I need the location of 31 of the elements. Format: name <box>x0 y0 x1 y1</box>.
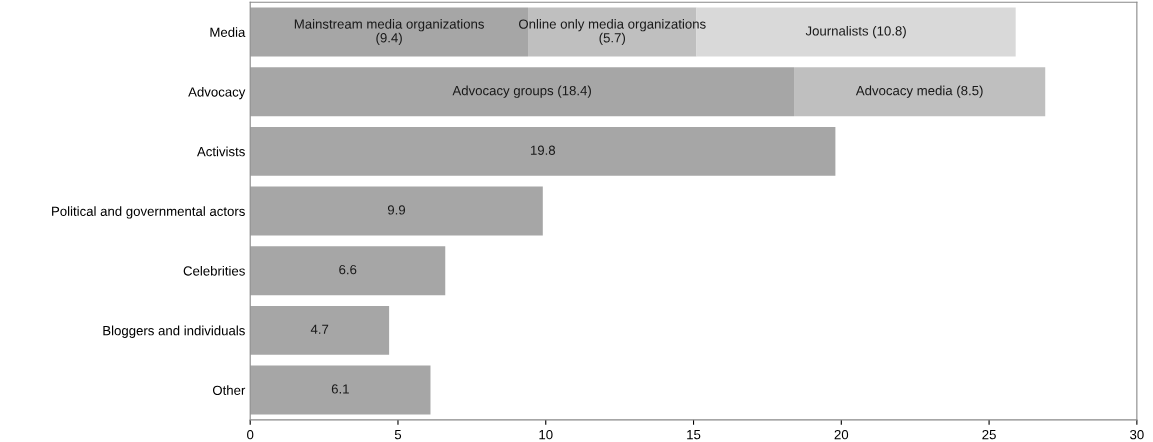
x-tick-label: 0 <box>247 429 254 440</box>
data-label: Journalists (10.8) <box>805 25 906 39</box>
y-tick-label: Other <box>212 385 246 395</box>
data-label: 19.8 <box>530 145 556 155</box>
bar <box>250 305 390 355</box>
data-label: Advocacy groups (18.4) <box>452 85 591 98</box>
x-tick-label: 20 <box>834 429 849 440</box>
x-tick-label: 15 <box>687 430 701 440</box>
x-tick-label: 25 <box>982 429 996 440</box>
bar <box>250 186 543 236</box>
y-tick-label: Advocacy <box>188 86 246 100</box>
data-label: Mainstream media organizations (9.4) <box>294 19 484 46</box>
y-tick-label: Celebrities <box>183 265 245 276</box>
x-tick-label: 10 <box>539 429 553 440</box>
bar <box>250 246 446 296</box>
bar <box>250 126 836 176</box>
y-tick-label: Media <box>210 27 246 37</box>
data-label: 6.6 <box>339 264 357 275</box>
data-label: 6.1 <box>331 384 349 394</box>
x-tick-label: 5 <box>394 430 402 440</box>
y-tick-label: Political and governmental actors <box>52 206 245 219</box>
bar <box>250 365 431 415</box>
bar <box>250 67 795 117</box>
data-label: Online only media organizations (5.7) <box>519 19 706 46</box>
y-tick-label: Bloggers and individuals <box>103 325 245 338</box>
data-label: 4.7 <box>310 324 329 334</box>
y-tick-label: Activists <box>196 146 245 157</box>
bar <box>794 67 1046 117</box>
data-label: 9.9 <box>387 205 406 215</box>
x-tick-label: 30 <box>1130 429 1144 440</box>
data-label: Advocacy media (8.5) <box>855 85 983 98</box>
